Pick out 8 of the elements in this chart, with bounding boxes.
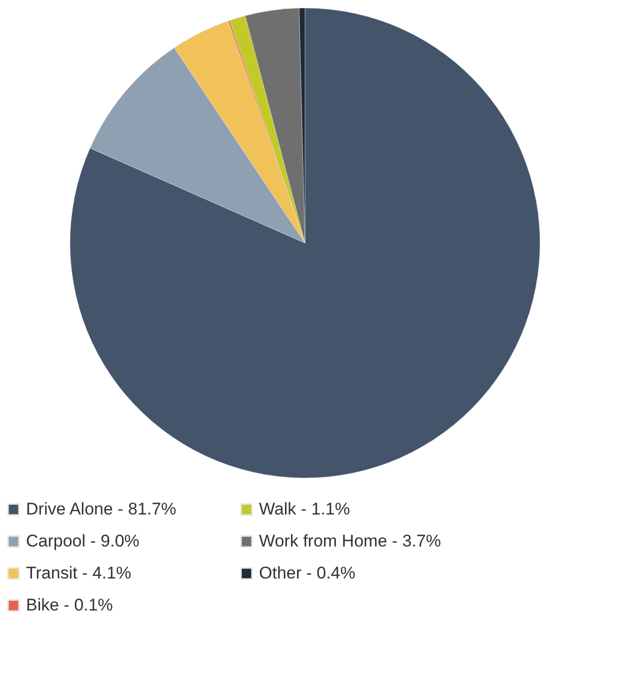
legend-label: Walk - 1.1% <box>259 500 350 519</box>
pie-slice <box>70 8 540 478</box>
legend-label: Carpool - 9.0% <box>26 532 140 550</box>
legend-label: Transit - 4.1% <box>26 564 132 582</box>
legend-label: Work from Home - 3.7% <box>259 532 442 550</box>
legend-label: Bike - 0.1% <box>26 596 113 614</box>
legend-label: Other - 0.4% <box>259 564 356 582</box>
legend-label: Drive Alone - 81.7% <box>26 500 176 519</box>
